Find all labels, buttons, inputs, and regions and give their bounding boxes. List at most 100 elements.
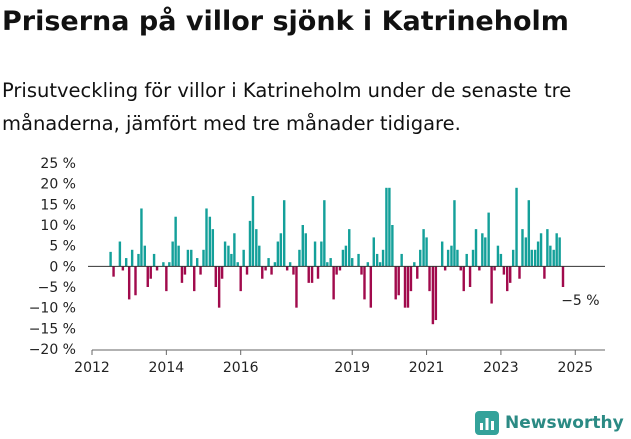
- y-tick-label: 25 %: [40, 156, 76, 172]
- bar: [316, 266, 320, 279]
- bar: [267, 258, 270, 267]
- bar: [443, 266, 447, 271]
- bar: [295, 266, 298, 308]
- bar: [304, 233, 307, 267]
- bar: [251, 196, 255, 267]
- bar: [416, 266, 419, 279]
- bar: [162, 262, 165, 267]
- bar: [360, 266, 363, 275]
- y-tick-label: 5 %: [49, 239, 76, 255]
- bar: [248, 220, 252, 267]
- bar: [195, 258, 199, 267]
- bar: [180, 266, 184, 283]
- y-axis-labels: 25 % 20 % 15 % 10 % 5 % 0 % −5 % −10 % −15 % −20 …: [29, 156, 76, 358]
- bar: [527, 200, 531, 267]
- bar: [174, 216, 177, 267]
- page-subtitle: Prisutveckling för villor i Katrineholm …: [2, 79, 572, 135]
- bar: [499, 253, 503, 267]
- bar: [465, 253, 468, 267]
- y-tick-label: 0 %: [49, 259, 76, 275]
- bar: [118, 241, 122, 267]
- bar: [375, 253, 379, 267]
- bar: [440, 241, 444, 267]
- y-tick-label: −20 %: [29, 342, 76, 358]
- bar: [425, 237, 428, 267]
- bar: [459, 266, 462, 271]
- bar: [490, 266, 493, 304]
- bar: [453, 200, 456, 267]
- bar: [419, 249, 422, 267]
- bar: [394, 266, 397, 300]
- bar: [127, 266, 131, 300]
- bar: [434, 266, 438, 321]
- x-axis-ticks: 2012 2014 2016 2019 2021 2023 2025: [74, 350, 593, 376]
- bar: [478, 266, 481, 271]
- x-tick-label: 2012: [74, 360, 110, 376]
- bar: [220, 266, 224, 279]
- bar: [130, 249, 134, 267]
- bar: [230, 253, 233, 267]
- bar: [543, 266, 546, 279]
- bar: [428, 266, 431, 292]
- bar: [329, 258, 332, 267]
- x-tick-label: 2014: [149, 360, 185, 376]
- y-tick-label: −10 %: [29, 301, 76, 317]
- bar: [313, 241, 317, 267]
- bar: [388, 187, 391, 267]
- y-tick-label: 10 %: [40, 218, 76, 234]
- bar: [143, 245, 146, 267]
- bar: [307, 266, 310, 283]
- bar: [190, 249, 193, 267]
- bar: [446, 249, 450, 267]
- bar: [323, 200, 326, 267]
- bar: [233, 233, 236, 267]
- bar: [468, 266, 472, 287]
- bar: [177, 245, 180, 267]
- bar: [152, 253, 156, 267]
- bar: [121, 266, 125, 271]
- bar: [344, 245, 348, 267]
- x-tick-label: 2021: [409, 360, 445, 376]
- bar: [137, 253, 140, 267]
- brand-name: Newsworthy: [505, 413, 624, 433]
- bar: [363, 266, 366, 300]
- bar: [533, 249, 537, 267]
- bar: [530, 249, 533, 267]
- bar: [140, 208, 143, 267]
- page-title: Priserna på villor sjönk i Katrineholm: [2, 6, 569, 37]
- bar: [124, 258, 128, 267]
- bar: [285, 266, 289, 271]
- bar: [555, 233, 558, 267]
- bar: [502, 266, 506, 275]
- bar: [282, 200, 286, 267]
- bar: [258, 245, 261, 267]
- bar: [146, 266, 149, 287]
- bar: [487, 212, 490, 267]
- bar: [155, 266, 159, 271]
- bar: [552, 249, 555, 267]
- bar: [409, 266, 413, 292]
- bar: [214, 266, 217, 287]
- bar: [385, 187, 388, 267]
- bar: [549, 245, 552, 267]
- bar: [357, 253, 360, 267]
- bars-group: [109, 187, 565, 325]
- bar: [341, 249, 345, 267]
- bar: [211, 229, 215, 267]
- bar: [205, 208, 208, 267]
- y-tick-label: 15 %: [40, 197, 76, 213]
- bar: [509, 266, 512, 283]
- bar: [320, 241, 323, 267]
- bar: [288, 262, 292, 267]
- bar: [183, 266, 187, 275]
- bar: [474, 229, 478, 267]
- bar: [165, 266, 168, 292]
- x-tick-label: 2016: [223, 360, 259, 376]
- bar: [558, 237, 561, 267]
- last-value-label: −5 %: [561, 293, 599, 309]
- bar: [462, 266, 465, 292]
- bar: [171, 241, 174, 267]
- y-tick-label: −5 %: [38, 280, 76, 296]
- bar: [539, 233, 543, 267]
- bar-chart-logo-icon: [475, 411, 499, 435]
